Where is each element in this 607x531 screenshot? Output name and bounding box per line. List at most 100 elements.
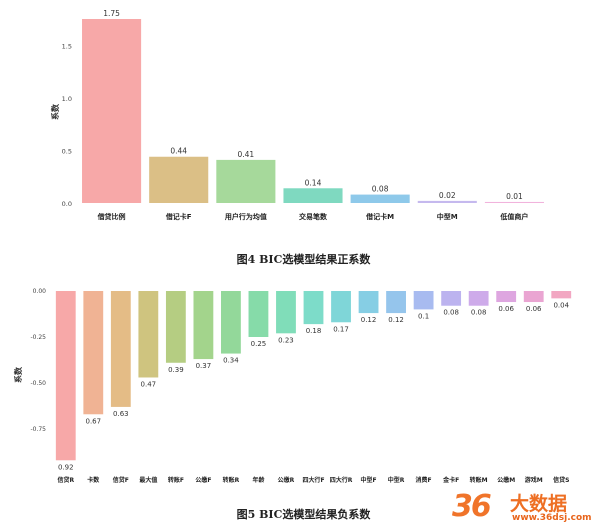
bar [283,188,343,203]
bar-value-label: 0.01 [506,192,523,201]
bar-value-label-bg [524,303,543,314]
bar-value-label: 0.18 [306,327,322,335]
bar-value-label: 0.23 [278,336,294,344]
x-tick-label: 公缴R [278,476,295,484]
bar-value-label-bg [276,334,295,345]
x-tick-label: 信贷S [553,476,569,484]
bar-value-label: 0.12 [361,316,377,324]
bar-value-label: 0.67 [85,417,101,425]
bar [417,200,477,203]
x-tick-label: 游戏M [525,476,543,484]
bar-value-label: 0.63 [113,410,129,418]
bar-value-label: 0.08 [443,309,459,317]
bar-value-label-bg [552,299,571,310]
bar-value-label-bg [359,314,378,325]
x-tick-label: 公缴M [497,476,515,484]
bar-value-label: 0.06 [526,305,542,313]
x-tick-label: 四大行F [302,476,324,484]
bar [350,194,410,203]
bar-value-label: 0.04 [553,301,569,309]
y-tick-label: 1.5 [62,42,72,50]
x-tick-label: 转账F [168,476,184,484]
bar-value-label-bg [194,360,213,371]
x-tick-label: 交易笔数 [299,212,328,221]
bar-value-label-bg [166,363,185,374]
bar [331,291,351,323]
negative-coefficient-chart: 系数 0.00 -0.25 -0.50 -0.75 0.92 信贷R 0.67 卡数 0.63 信贷… [13,288,572,484]
bar [110,291,131,407]
bar [221,291,241,354]
bar [496,291,517,303]
x-tick-label: 公缴F [195,476,211,484]
bar-value-label-bg [387,314,406,325]
bar-value-label-bg [139,378,158,389]
bar-value-label: 0.41 [238,150,255,159]
y-tick-label: 0.00 [33,288,47,295]
bar [468,291,489,306]
y-tick-label: 1.0 [62,95,72,103]
bar-value-label: 0.34 [223,357,239,365]
watermark-name: 大数据 [510,493,568,515]
y-tick-label: -0.75 [30,426,46,433]
bar [441,291,462,306]
x-tick-label: 低值商户 [499,212,528,221]
bar-value-label: 0.37 [196,362,212,370]
bar-value-label: 0.17 [333,325,349,333]
watermark-url: www.36dsj.com [512,513,592,523]
bar-value-label: 0.14 [305,178,322,187]
bar-value-label-bg [442,306,461,317]
bar [303,291,324,325]
y-tick-label: 0.0 [62,200,72,208]
x-tick-label: 信贷F [113,476,129,484]
x-tick-label: 转账R [223,476,240,484]
positive-chart-caption: 图4 BIC选模型结果正系数 [236,253,371,266]
x-tick-label: 转账M [470,476,488,484]
bar [358,291,379,314]
bar [216,159,276,203]
bar-value-label-bg [469,306,488,317]
x-tick-label: 卡数 [87,476,100,484]
bar-value-label: 0.44 [170,147,187,156]
bar [386,291,406,314]
y-tick-label: -0.50 [30,380,46,387]
bar [83,291,104,415]
y-axis-label: 系数 [13,366,23,383]
bar-value-label-bg [56,461,75,472]
bar-value-label: 1.75 [103,9,120,18]
bar [551,291,572,299]
bar [165,291,186,363]
bar [55,291,76,461]
bar-value-label: 0.08 [372,185,389,194]
x-tick-label: 中型M [437,212,458,221]
bar [484,201,544,203]
bar-value-label: 0.92 [58,463,74,471]
bar-value-label: 0.02 [439,191,456,200]
bar-value-label-bg [111,407,130,418]
bar [523,291,544,303]
negative-chart-caption: 图5 BIC选模型结果负系数 [236,508,371,521]
watermark-36-icon: 36 [452,489,492,524]
bar [248,291,269,337]
x-tick-label: 中型F [360,476,376,484]
bar-value-label: 0.08 [471,309,487,317]
x-tick-label: 信贷R [57,476,74,484]
bar-value-label-bg [414,310,433,321]
bar-value-label-bg [221,354,240,365]
bar-value-label: 0.25 [251,340,267,348]
x-tick-label: 年龄 [252,476,265,484]
x-tick-label: 最大值 [139,476,157,484]
x-tick-label: 中型R [388,476,405,484]
y-axis-label: 系数 [50,103,60,120]
bar-value-label: 0.47 [141,380,157,388]
bar [138,291,159,378]
x-tick-label: 消费F [416,476,432,484]
bar [413,291,434,310]
x-tick-label: 用户行为均值 [225,212,267,221]
bar [82,19,142,203]
bar-value-label: 0.39 [168,366,184,374]
bar-value-label: 0.12 [388,316,404,324]
y-tick-label: -0.25 [30,334,46,341]
bar-value-label-bg [332,323,351,334]
y-tick-label: 0.5 [62,147,72,155]
bar-value-label-bg [497,303,516,314]
